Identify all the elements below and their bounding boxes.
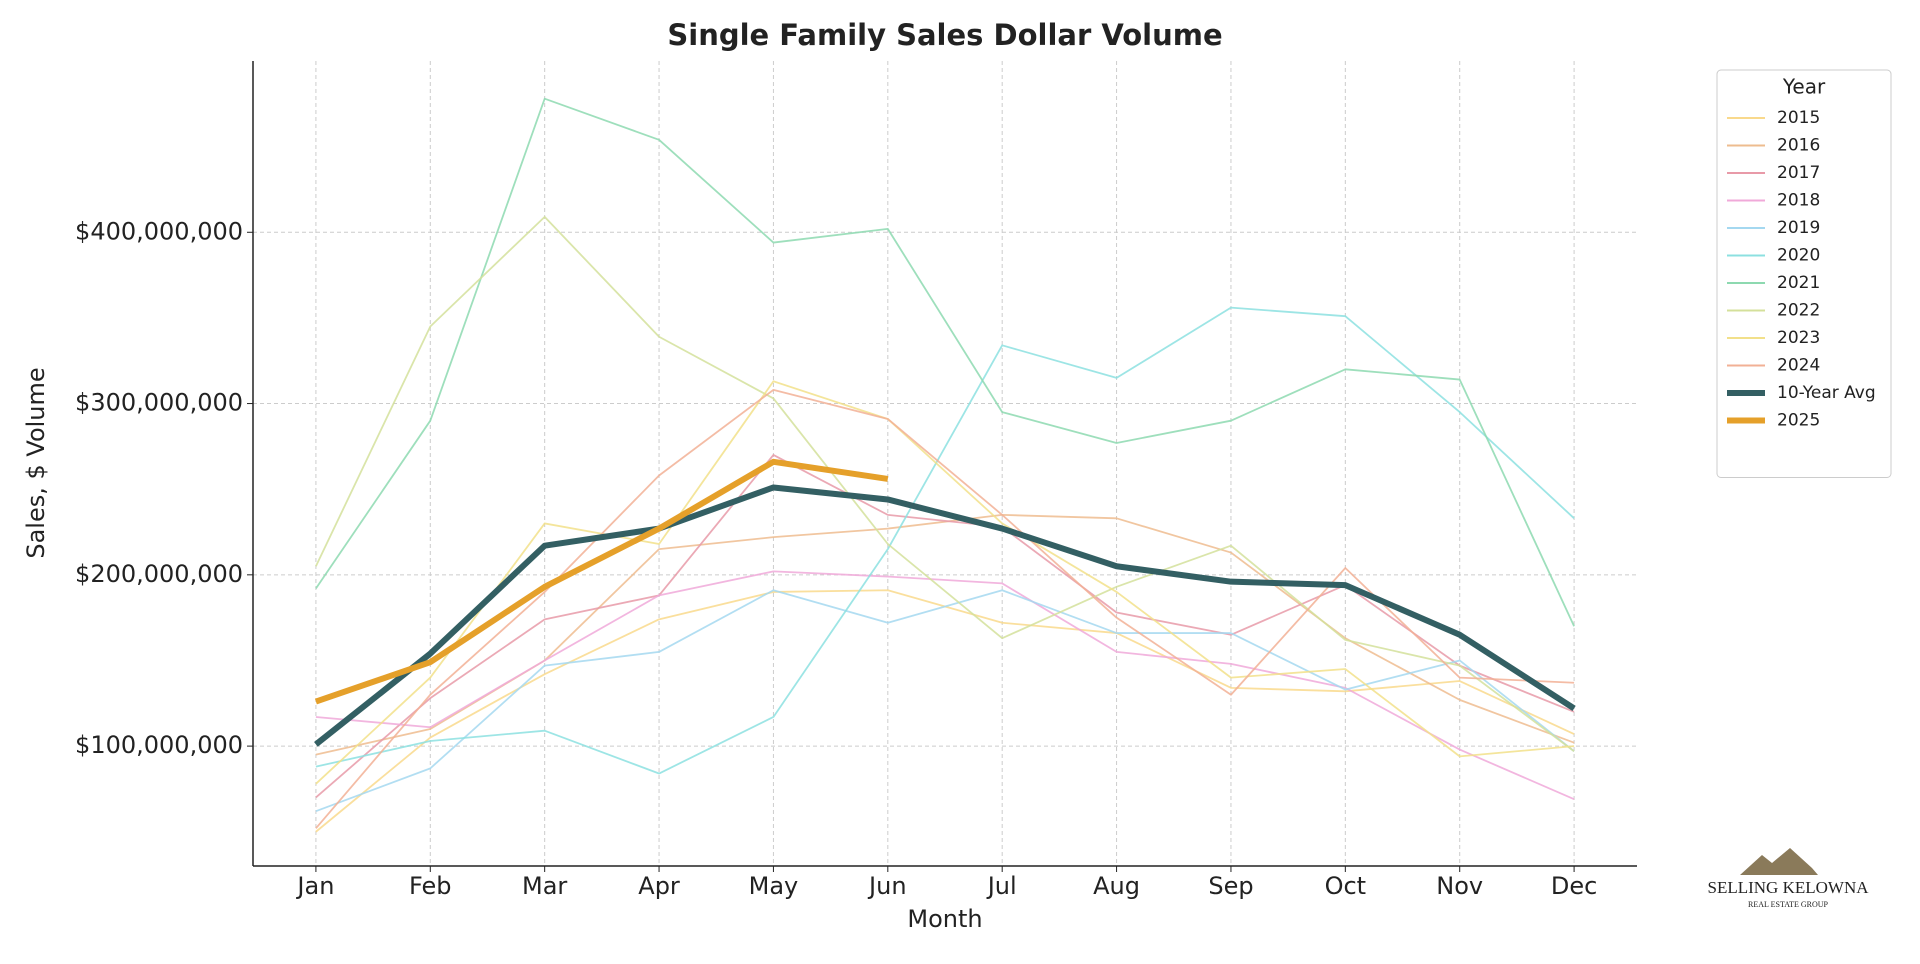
legend-label: 2017: [1777, 163, 1820, 183]
x-tick-label: Oct: [1325, 872, 1367, 900]
logo-icon: [1740, 848, 1818, 875]
legend-label: 2022: [1777, 301, 1820, 321]
x-tick-label: Dec: [1551, 872, 1597, 900]
legend-label: 2016: [1777, 136, 1820, 156]
series-line: [314, 458, 889, 705]
x-tick-label: Mar: [522, 872, 567, 900]
legend: Year 2015 2016 2017 2018 2019 2020 2021 2022 2023…: [1716, 69, 1892, 478]
x-tick-label: Sep: [1208, 872, 1253, 900]
x-tick-label: Jan: [295, 872, 334, 900]
x-tick-label: Feb: [409, 872, 452, 900]
logo-name: SELLING KELOWNA: [1708, 878, 1870, 897]
legend-label: 2024: [1777, 356, 1820, 376]
series-line: [315, 589, 1575, 813]
series-line: [315, 380, 1575, 785]
legend-label: 2018: [1777, 191, 1820, 211]
x-tick-label: Aug: [1093, 872, 1140, 900]
chart-title: Single Family Sales Dollar Volume: [667, 18, 1222, 52]
series-line: [315, 570, 1575, 801]
legend-title: Year: [1782, 75, 1826, 99]
legend-label: 2019: [1777, 218, 1820, 238]
legend-label: 2021: [1777, 273, 1820, 293]
legend-label: 2020: [1777, 246, 1820, 266]
y-tick-label: $100,000,000: [75, 731, 243, 759]
y-tick-label: $400,000,000: [75, 217, 243, 245]
series-line: [315, 454, 1575, 799]
x-tick-label: Nov: [1436, 872, 1483, 900]
legend-label: 2023: [1777, 328, 1820, 348]
series-line: [315, 513, 1575, 756]
x-tick-label: May: [749, 872, 799, 900]
legend-label: 10-Year Avg: [1777, 383, 1876, 403]
legend-label: 2025: [1777, 411, 1820, 431]
y-axis-label: Sales, $ Volume: [22, 367, 50, 558]
x-axis-label: Month: [907, 905, 982, 933]
series-line: [314, 484, 1576, 747]
series-line: [315, 589, 1575, 833]
series-line: [315, 388, 1575, 829]
logo-tagline: REAL ESTATE GROUP: [1748, 900, 1829, 909]
series-line: [315, 306, 1575, 775]
y-tick-label: $300,000,000: [75, 389, 243, 417]
legend-label: 2015: [1777, 108, 1820, 128]
series-line: [315, 215, 1575, 752]
legend-box: [1716, 69, 1892, 478]
series-line: [315, 97, 1575, 627]
x-tick-label: Apr: [638, 872, 680, 900]
logo: SELLING KELOWNA REAL ESTATE GROUP: [1708, 848, 1870, 909]
x-tick-label: Jun: [867, 872, 907, 900]
x-tick-label: Jul: [986, 872, 1017, 900]
y-tick-label: $200,000,000: [75, 560, 243, 588]
